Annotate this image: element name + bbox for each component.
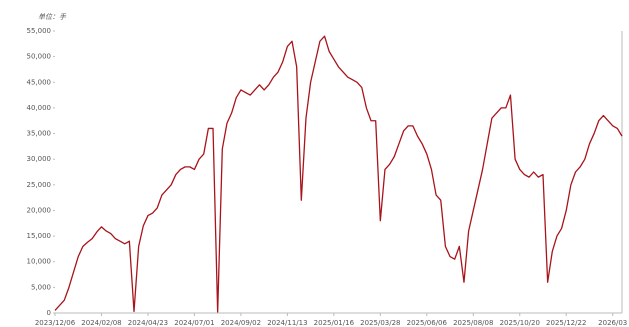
x-tick-label: 2024/07/01 — [174, 319, 214, 327]
x-tick-label: 2025/06/06 — [407, 319, 448, 327]
y-tick-label: 45,000 — [27, 78, 52, 86]
x-tick-label: 2024/02/08 — [81, 319, 121, 327]
x-tick-label: 2024/09/02 — [221, 319, 261, 327]
line-series — [54, 35, 623, 313]
y-tick-label: 50,000 — [27, 53, 52, 61]
y-tick-label: 15,000 — [27, 232, 52, 240]
x-tick-label: 2023/12/06 — [35, 319, 76, 327]
x-tick-label: 2024/11/13 — [267, 319, 307, 327]
x-tick-label: 2025/01/16 — [314, 319, 355, 327]
y-tick-label: 30,000 — [27, 155, 52, 163]
y-tick-label: 20,000 — [27, 206, 52, 214]
x-tick-label: 2025/12/22 — [546, 319, 586, 327]
y-tick-label: 25,000 — [27, 181, 52, 189]
y-tick-label: 40,000 — [27, 104, 52, 112]
y-tick-label: 35,000 — [27, 130, 52, 138]
y-tick-label: 0 — [47, 309, 51, 317]
y-tick-label: 55,000 — [27, 27, 52, 35]
x-tick-label: 2026/03 — [598, 319, 627, 327]
x-tick-label: 2025/08/08 — [453, 319, 493, 327]
x-tick-label: 2024/04/23 — [128, 319, 168, 327]
y-tick-label: 5,000 — [31, 283, 51, 291]
x-tick-label: 2025/03/28 — [360, 319, 400, 327]
unit-label: 单位：手 — [38, 13, 67, 21]
y-tick-label: 10,000 — [27, 258, 52, 266]
x-tick-label: 2025/10/20 — [500, 319, 540, 327]
